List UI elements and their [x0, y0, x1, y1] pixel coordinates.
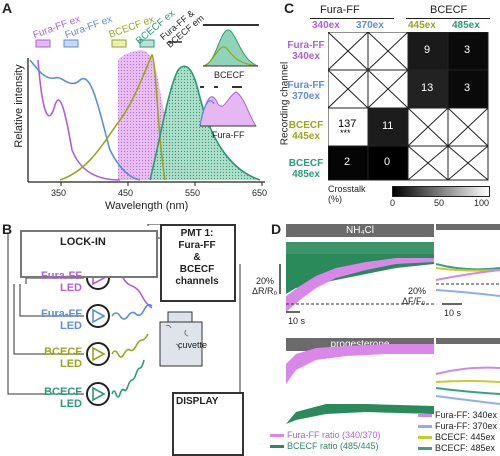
legend-item-bcecf-445: BCECF: 445ex	[418, 432, 497, 443]
panel-label-b: B	[2, 221, 13, 237]
fura-340-exc-curve	[37, 59, 121, 181]
crosstalk-matrix	[328, 32, 489, 181]
panel-label-c: C	[284, 0, 295, 16]
legend-right: Fura-FF: 340ex Fura-FF: 370ex BCECF: 445…	[418, 410, 497, 454]
colorbar-label: Crosstalk (%)	[328, 184, 366, 204]
panel-b: LOCK-IN PMT 1: Fura-FF & BCECF channels …	[0, 224, 262, 456]
cell-r3c0: 2	[344, 156, 351, 168]
col-label-445: 445ex	[408, 20, 436, 31]
inset-label-bcecf: BCECF	[214, 70, 245, 80]
bcecf-em-curve	[149, 65, 261, 181]
xtick-450: 450	[118, 188, 134, 198]
scale-right-unit: ΔF/F₀	[402, 296, 426, 306]
legend-item-bcecf-ratio: BCECF ratio (485/445)	[270, 441, 381, 452]
cell-r3c1: 0	[384, 156, 391, 168]
display-box	[172, 392, 244, 456]
crosstalk-colorbar	[392, 186, 490, 197]
pmt-label: PMT 1: Fura-FF & BCECF channels	[175, 228, 219, 287]
fura-emission-area	[118, 50, 200, 180]
legend-item-bcecf-485: BCECF: 485ex	[418, 443, 497, 454]
legend-left: Fura-FF ratio (340/370) BCECF ratio (485…	[270, 430, 381, 452]
panel-label-d: D	[271, 221, 282, 237]
pmt-box	[160, 224, 236, 302]
cuvette-label: cuvette	[178, 340, 208, 350]
colorbar-tick-50: 50	[434, 198, 445, 208]
panel-d: NH₄Cl progesterone 20% ΔR/R₀ 10 s 20% ΔF…	[252, 224, 500, 456]
col-label-370: 370ex	[356, 20, 384, 31]
colorbar-tick-100: 100	[474, 198, 490, 208]
row-label-bcecf-485: BCECF 485ex	[288, 158, 324, 180]
bcecf-445-exc-curve	[59, 53, 166, 181]
time-scale-left: 10 s	[288, 316, 306, 326]
led-label-bcecf-485: BCECF LED	[44, 386, 82, 410]
row-label-fura-340: Fura-FF 340ex	[287, 40, 325, 62]
row-label-fura-370: Fura-FF 370ex	[287, 80, 325, 102]
lock-in-box	[20, 230, 158, 278]
row-label-bcecf-445: BCECF 445ex	[288, 120, 324, 142]
led-label-fura-370: Fura-FF LED	[41, 308, 82, 332]
cell-r2c0: 137	[338, 118, 357, 130]
xtick-650: 650	[252, 188, 268, 198]
legend-item-fura-340: Fura-FF: 340ex	[418, 410, 497, 421]
scale-left-percent: 20%	[256, 276, 275, 286]
scale-right-percent: 20%	[408, 286, 427, 296]
cell-r2c0-significance: ***	[340, 128, 351, 138]
xtick-350: 350	[51, 188, 67, 198]
panel-b-wiring	[7, 224, 241, 447]
panel-d-traces	[279, 242, 500, 424]
led-label-bcecf-445: BCECF LED	[44, 346, 82, 370]
cell-r1c2: 13	[421, 82, 434, 94]
cell-r1c3: 3	[464, 82, 471, 94]
panel-a-spectra-plot	[27, 24, 265, 186]
xtick-550: 550	[185, 188, 201, 198]
fura-370-exc-curve	[29, 59, 141, 181]
colorbar-tick-0: 0	[390, 198, 396, 208]
cell-r0c2: 9	[424, 44, 431, 56]
panel-a-xlabel: Wavelength (nm)	[105, 200, 189, 212]
inset-label-fura: Fura-FF	[212, 130, 245, 140]
display-label: DISPLAY	[176, 396, 219, 407]
panel-label-a: A	[2, 0, 13, 16]
led-label-fura-340: Fura-FF LED	[41, 270, 82, 294]
legend-item-fura-ratio: Fura-FF ratio (340/370)	[270, 430, 381, 441]
title-bar-nh4cl: NH₄Cl	[286, 224, 434, 237]
legend-item-fura-370: Fura-FF: 370ex	[418, 421, 497, 432]
group-label-bcecf: BCECF	[430, 4, 468, 16]
cell-r0c3: 3	[464, 44, 471, 56]
scale-left-unit: ΔR/R₀	[252, 286, 278, 296]
col-label-485: 485ex	[452, 20, 480, 31]
recording-channel-label: Recording channel	[279, 61, 291, 146]
group-label-fura: Fura-FF	[320, 4, 360, 16]
cell-r2c1: 11	[382, 120, 394, 132]
panel-c: Fura-FF BCECF 340ex 370ex 445ex 485ex Re…	[280, 0, 500, 215]
panel-a: Relative intensity Wavelength (nm) 350 4…	[0, 0, 270, 215]
col-label-340: 340ex	[312, 20, 340, 31]
lock-in-label: LOCK-IN	[60, 236, 106, 248]
time-scale-right: 10 s	[444, 308, 462, 318]
